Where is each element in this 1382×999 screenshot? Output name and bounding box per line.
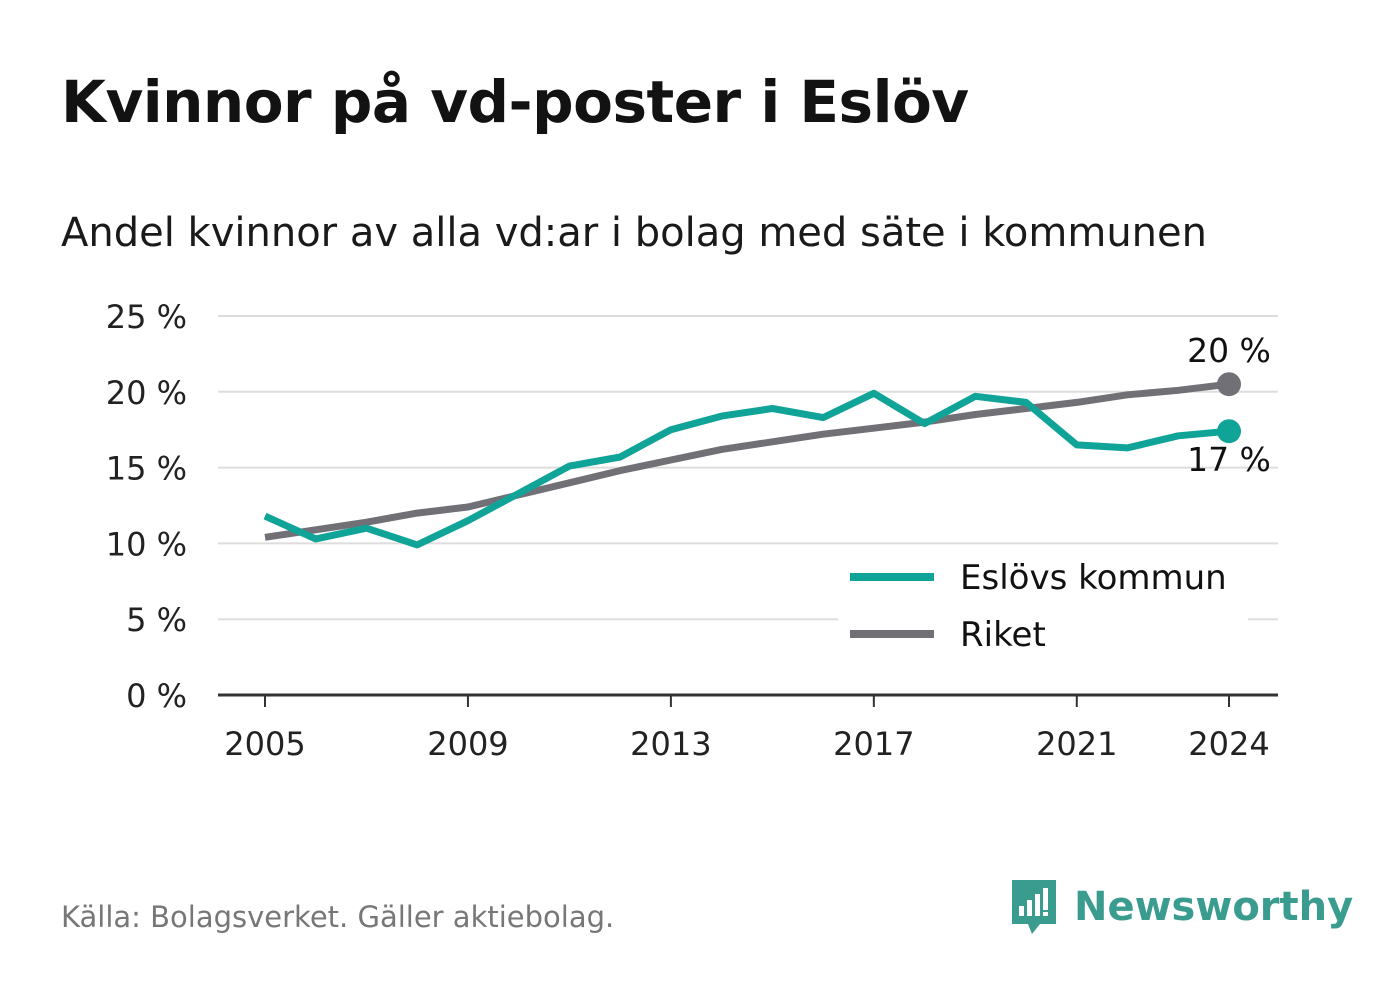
legend-label-eslovs-kommun: Eslövs kommun xyxy=(960,558,1227,598)
newsworthy-logo-icon xyxy=(1012,880,1056,934)
brand-name: Newsworthy xyxy=(1074,884,1354,930)
end-label-riket: 20 % xyxy=(1187,331,1271,370)
x-tick-label: 2005 xyxy=(224,725,305,763)
x-axis-ticks: 2005 2009 2013 2017 2021 2024 xyxy=(224,695,1270,763)
y-tick-label: 10 % xyxy=(106,525,187,563)
data-point-riket xyxy=(1217,372,1241,397)
x-tick-label: 2017 xyxy=(833,725,914,763)
series-line-eslövs-kommun xyxy=(263,389,1230,549)
x-tick-label: 2013 xyxy=(630,725,711,763)
grid-lines xyxy=(218,315,1278,621)
y-tick-label: 5 % xyxy=(126,601,187,639)
source-note: Källa: Bolagsverket. Gäller aktiebolag. xyxy=(61,900,615,934)
chart-subtitle: Andel kvinnor av alla vd:ar i bolag med … xyxy=(61,210,1207,256)
brand-logo: Newsworthy xyxy=(1008,876,1353,938)
series-lines xyxy=(263,372,1241,549)
data-point-eslövs-kommun xyxy=(1217,419,1241,444)
y-tick-label: 15 % xyxy=(106,450,187,488)
end-label-eslovs-kommun: 17 % xyxy=(1187,440,1271,479)
series-line-riket xyxy=(264,380,1230,541)
x-tick-label: 2021 xyxy=(1036,725,1117,763)
y-axis-ticks: 0 % 5 % 10 % 15 % 20 % 25 % xyxy=(106,298,187,715)
chart-title: Kvinnor på vd-poster i Eslöv xyxy=(61,68,969,136)
chart-legend: Eslövs kommun Riket xyxy=(838,545,1248,655)
x-tick-label: 2024 xyxy=(1188,725,1269,763)
y-tick-label: 0 % xyxy=(126,677,187,715)
legend-label-riket: Riket xyxy=(960,615,1046,655)
y-tick-label: 25 % xyxy=(106,298,187,336)
y-tick-label: 20 % xyxy=(106,374,187,412)
x-tick-label: 2009 xyxy=(427,725,508,763)
